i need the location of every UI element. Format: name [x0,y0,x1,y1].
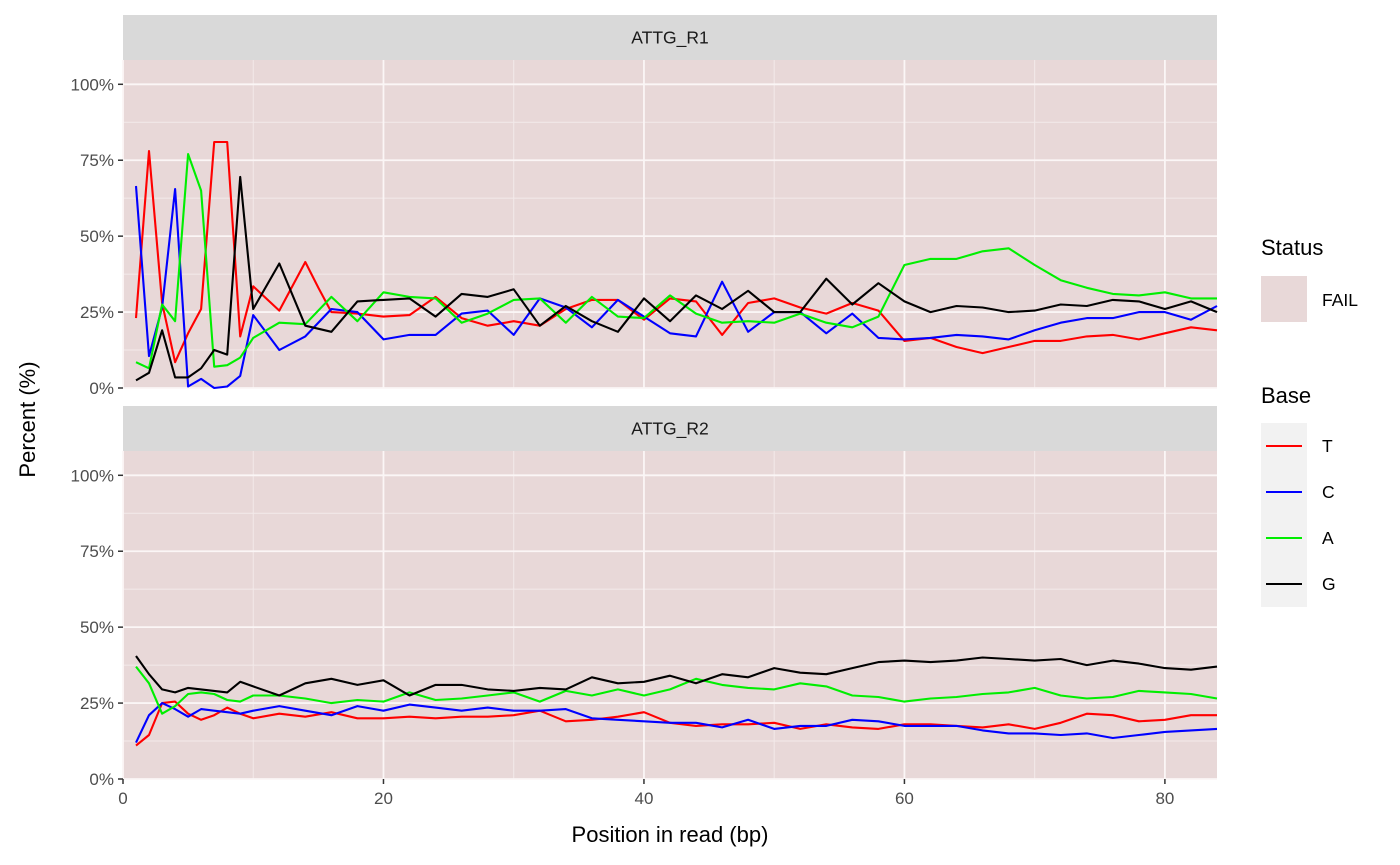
legend-key-status [1261,276,1307,322]
x-tick-label: 60 [895,789,914,808]
x-tick-label: 20 [374,789,393,808]
panel-background [123,60,1217,388]
legend-label-base: C [1322,482,1335,502]
series-line-T [135,700,1217,747]
y-tick-label: 50% [80,227,114,246]
y-tick-label: 100% [71,466,114,485]
series-line-A [135,153,1217,370]
y-tick-label: 0% [89,770,114,789]
y-tick-label: 0% [89,379,114,398]
y-tick-label: 75% [80,542,114,561]
y-tick-label: 50% [80,618,114,637]
x-tick-label: 80 [1155,789,1174,808]
panel-background [123,451,1217,779]
facet-strip-label: ATTG_R2 [631,419,708,440]
y-tick-label: 25% [80,303,114,322]
facet-strip-label: ATTG_R1 [631,28,708,49]
x-axis-title: Position in read (bp) [572,822,769,847]
legend-label-base: G [1322,574,1336,594]
y-tick-label: 75% [80,151,114,170]
series-line-G [135,655,1218,697]
y-axis-title: Percent (%) [15,361,40,477]
legend-label-status: FAIL [1322,290,1358,310]
x-tick-label: 0 [118,789,127,808]
y-tick-label: 100% [71,75,114,94]
legend-label-base: A [1322,528,1334,548]
series-line-G [135,175,1218,382]
legend-title-base: Base [1261,383,1311,408]
legend-label-base: T [1322,436,1333,456]
series-line-T [134,140,1218,364]
facet-strip [123,15,1217,60]
legend-title-status: Status [1261,235,1323,260]
series-line-C [134,185,1218,390]
facet-strip [123,406,1217,451]
x-tick-label: 40 [634,789,653,808]
y-tick-label: 25% [80,694,114,713]
series-line-A [135,665,1218,715]
series-line-C [135,702,1218,744]
